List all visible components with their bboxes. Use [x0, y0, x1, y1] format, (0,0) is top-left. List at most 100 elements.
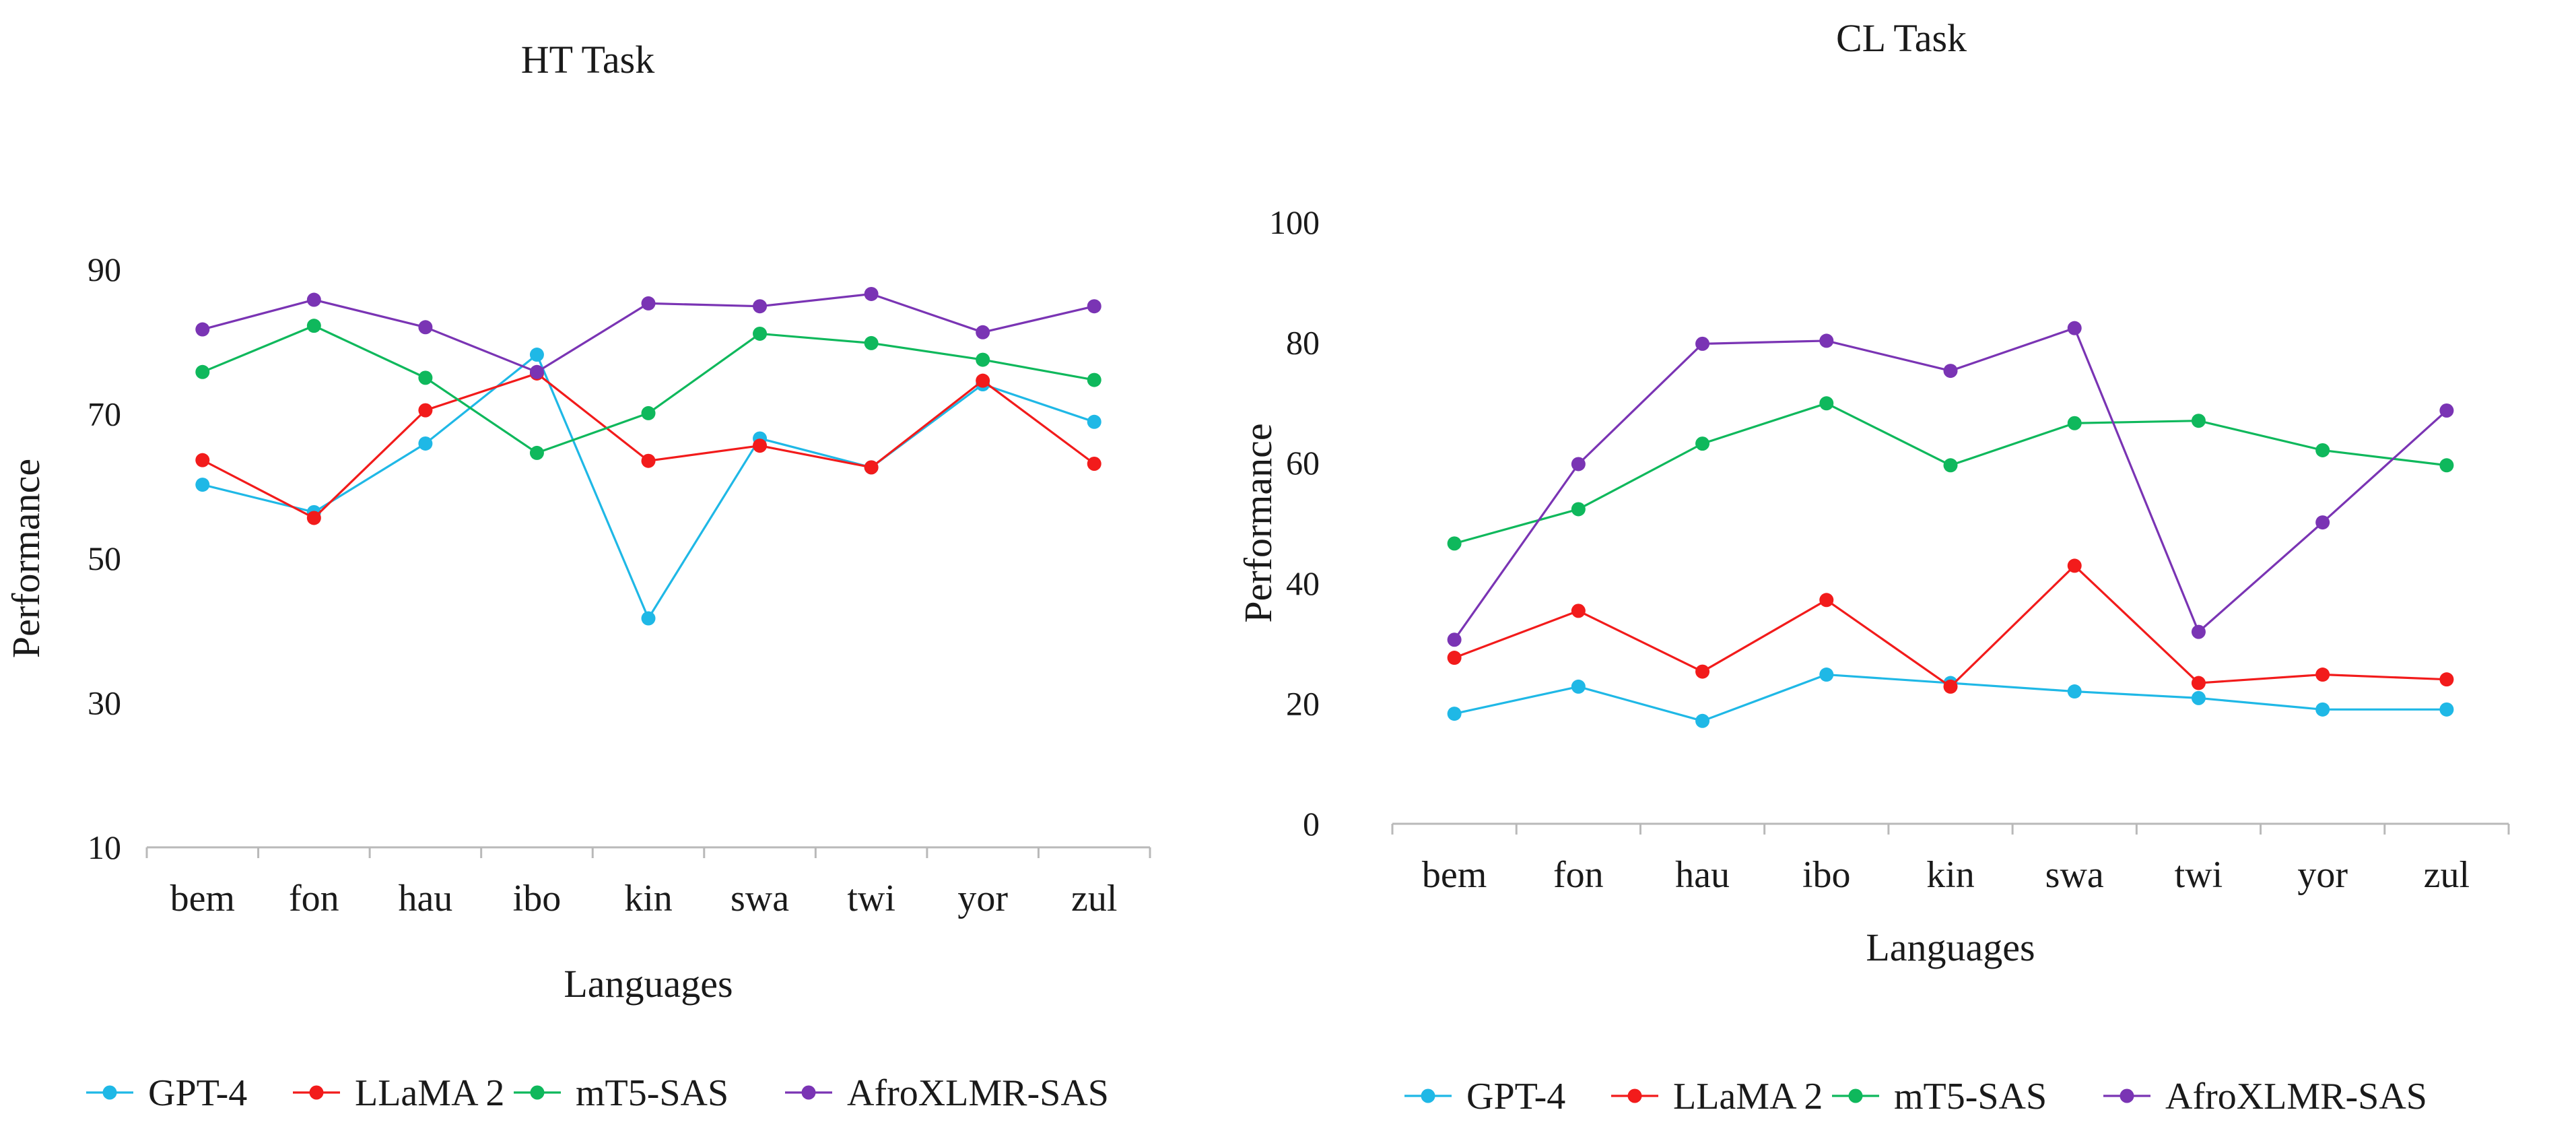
legend-swatch-marker — [801, 1085, 816, 1100]
legend-swatch-marker — [1627, 1088, 1642, 1103]
x-tick-label: bem — [1422, 854, 1487, 896]
data-point — [2067, 321, 2082, 335]
data-point — [1943, 679, 1958, 694]
legend-item: AfroXLMR-SAS — [785, 1072, 1109, 1114]
data-point — [529, 445, 544, 460]
series-line — [202, 353, 1095, 620]
legend-item: mT5-SAS — [1832, 1076, 2047, 1117]
data-point — [1571, 457, 1586, 471]
x-tick-label: hau — [1675, 854, 1730, 896]
data-point — [1087, 372, 1101, 387]
data-point — [2315, 668, 2330, 682]
legend: GPT-4 LLaMA 2 mT5-SAS AfroXLMR-SAS — [86, 1072, 1109, 1114]
data-point — [2191, 414, 2206, 428]
data-point — [864, 460, 879, 475]
data-point — [753, 326, 768, 341]
data-point — [2315, 515, 2330, 530]
x-tick-label: hau — [398, 878, 452, 919]
data-point — [1695, 713, 1710, 728]
legend-item: LLaMA 2 — [293, 1072, 504, 1114]
data-point — [753, 438, 768, 453]
data-point — [2191, 624, 2206, 639]
y-tick-label: 90 — [88, 251, 121, 288]
legend-item: GPT-4 — [1404, 1076, 1565, 1117]
x-tick-label: fon — [1553, 854, 1604, 896]
data-point — [418, 370, 433, 385]
series-mt5-sas — [1447, 396, 2454, 551]
data-point — [2439, 672, 2454, 687]
series-afroxlmr-sas — [1447, 321, 2454, 647]
data-point — [1943, 364, 1958, 379]
legend-item: LLaMA 2 — [1611, 1076, 1823, 1117]
y-tick-label: 10 — [88, 828, 121, 866]
data-point — [2067, 416, 2082, 430]
series-gpt-4 — [195, 348, 1101, 626]
data-point — [2067, 558, 2082, 573]
series-line — [202, 372, 1095, 519]
chart-title: HT Task — [521, 38, 654, 82]
data-point — [641, 296, 656, 311]
legend-item: GPT-4 — [86, 1072, 247, 1114]
x-tick-label: bem — [170, 878, 235, 919]
series-llama-2 — [195, 366, 1101, 525]
x-tick-label: swa — [2045, 854, 2104, 896]
legend-item: AfroXLMR-SAS — [2103, 1076, 2427, 1117]
legend-swatch-marker — [530, 1085, 545, 1100]
x-tick-label: swa — [731, 878, 789, 919]
x-axis-label: Languages — [564, 962, 733, 1006]
data-point — [195, 453, 210, 467]
data-point — [306, 511, 321, 525]
data-point — [2191, 690, 2206, 705]
y-tick-label: 30 — [88, 684, 121, 722]
data-point — [195, 322, 210, 337]
legend-label: GPT-4 — [1466, 1076, 1565, 1117]
data-point — [976, 325, 990, 339]
series-line — [1454, 564, 2447, 688]
legend-item: mT5-SAS — [514, 1072, 728, 1114]
data-point — [1695, 664, 1710, 679]
data-point — [195, 364, 210, 379]
data-point — [2315, 443, 2330, 457]
data-point — [195, 478, 210, 492]
y-tick-label: 40 — [1286, 564, 1320, 602]
ht-task-chart: HT Task 10 30 50 70 90 bem fon hau ibo kin swa twi yo… — [4, 38, 1151, 1114]
data-point — [2439, 403, 2454, 418]
legend-label: mT5-SAS — [576, 1072, 728, 1114]
x-tick-label: kin — [624, 878, 673, 919]
legend-label: mT5-SAS — [1894, 1076, 2047, 1117]
data-point — [1695, 436, 1710, 451]
data-point — [1819, 333, 1834, 348]
x-tick-label: kin — [1926, 854, 1975, 896]
x-tick-label: twi — [847, 878, 895, 919]
data-point — [864, 286, 879, 301]
data-point — [1819, 593, 1834, 608]
data-point — [753, 299, 768, 314]
data-point — [976, 352, 990, 367]
legend-label: LLaMA 2 — [355, 1072, 504, 1114]
data-point — [2067, 684, 2082, 699]
legend-swatch-marker — [1421, 1088, 1435, 1103]
y-tick-label: 80 — [1286, 324, 1320, 362]
series-line — [202, 325, 1095, 455]
data-point — [1087, 414, 1101, 429]
series-llama-2 — [1447, 558, 2454, 694]
data-point — [529, 364, 544, 379]
data-point — [1087, 299, 1101, 314]
series-line — [1454, 402, 2447, 545]
data-point — [1447, 632, 1462, 647]
data-point — [864, 335, 879, 350]
legend-swatch-marker — [309, 1085, 324, 1100]
data-point — [418, 320, 433, 335]
data-point — [2315, 702, 2330, 717]
x-tick-label: zul — [1071, 878, 1117, 919]
legend-label: AfroXLMR-SAS — [2165, 1076, 2427, 1117]
data-point — [1571, 502, 1586, 517]
x-tick-label: zul — [2424, 854, 2470, 896]
y-tick-label: 70 — [88, 395, 121, 433]
data-point — [1447, 707, 1462, 721]
data-point — [1447, 536, 1462, 551]
data-point — [1695, 336, 1710, 351]
data-point — [418, 436, 433, 451]
data-point — [1819, 396, 1834, 411]
